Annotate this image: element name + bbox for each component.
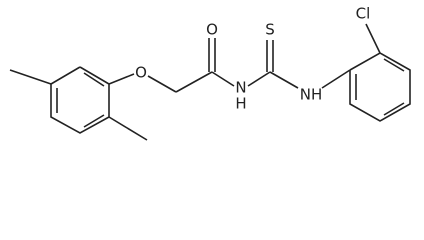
double-bond [83,72,105,87]
bond [269,71,299,89]
double-bond [383,58,405,72]
bond [247,71,271,87]
methyl [108,116,148,141]
bond [147,75,177,93]
atom-label: N [235,79,246,97]
atom-label: O [206,21,218,39]
atom-label: O [135,64,147,82]
bond [321,69,351,89]
atom-label: H [235,95,246,113]
atom-label: Cl [356,5,371,23]
page: O O N H S NH Cl (() => { const data = JS… [9,4,411,141]
ring [349,52,411,122]
ring [50,66,110,134]
bonds [9,23,411,141]
double-bond [83,114,105,128]
bond [211,71,235,87]
atom-label: NH [300,86,323,104]
atom-labels: O O N H S NH Cl [135,5,370,113]
methyl [9,69,52,85]
atom-label: S [265,21,275,39]
double-bond [383,102,405,116]
bond [108,73,135,85]
structure: O O N H S NH Cl [9,5,411,141]
bond [175,71,213,93]
bond [365,23,381,54]
